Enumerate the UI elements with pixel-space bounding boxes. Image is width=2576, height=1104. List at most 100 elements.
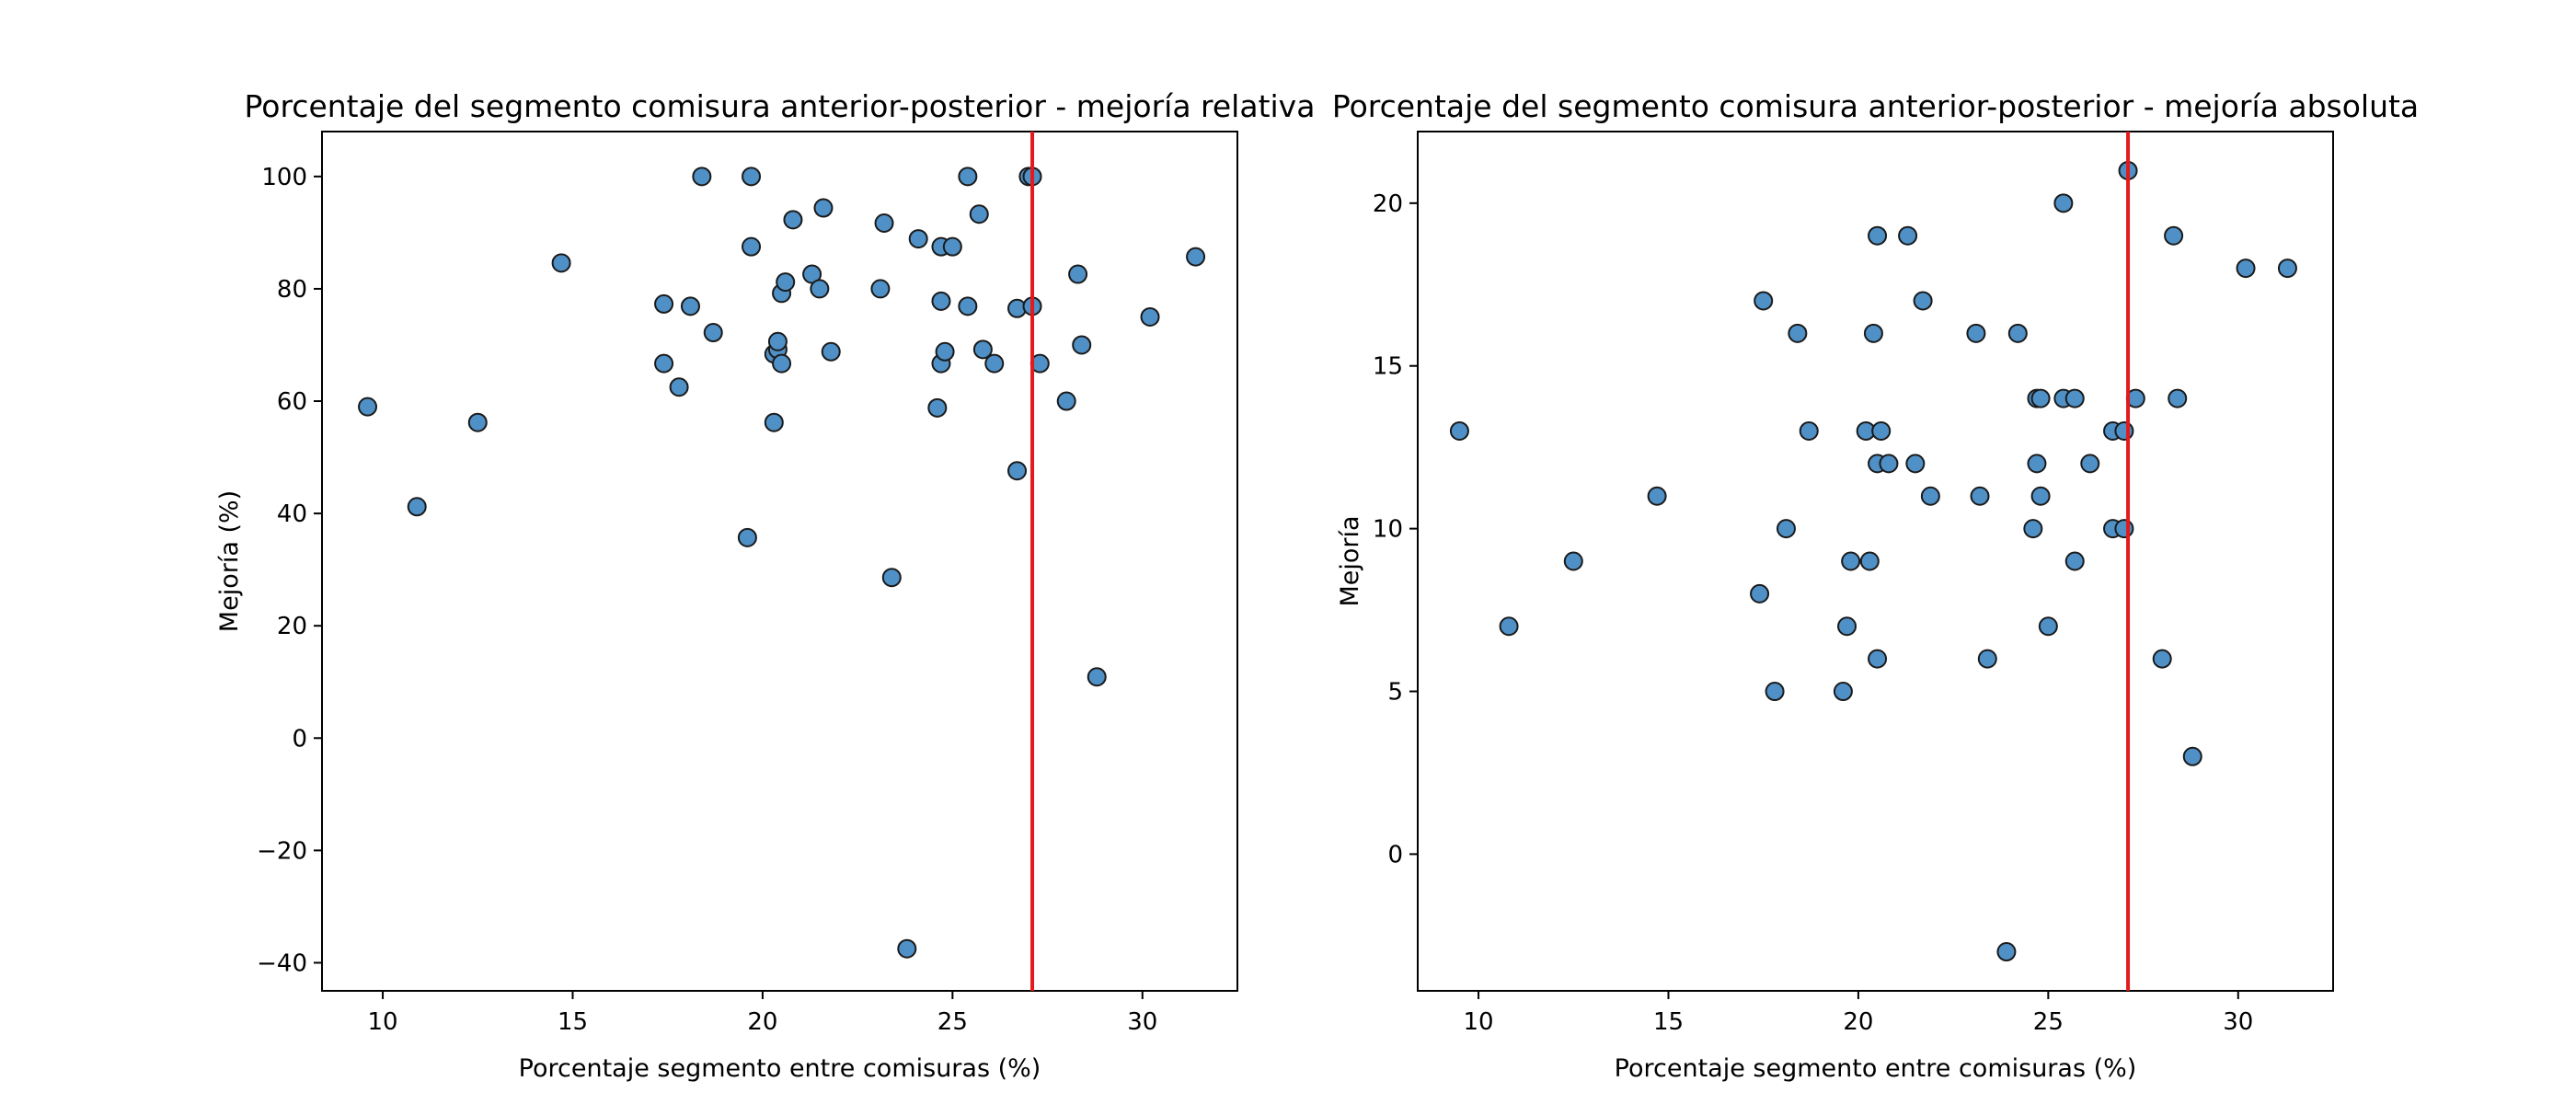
data-point	[1788, 323, 1808, 343]
data-point	[1072, 335, 1092, 355]
chart-panel-1: 10 15 20 25 30 −40 −20 0 20 40 60 80 100 Porcentaje d…	[215, 88, 1315, 1083]
data-point	[1879, 454, 1899, 474]
data-point	[2182, 746, 2202, 766]
chart-title: Porcentaje del segmento comisura anterio…	[1332, 88, 2419, 124]
data-point	[821, 341, 841, 362]
data-point	[2007, 323, 2028, 343]
data-point	[1140, 306, 1160, 327]
data-point	[2064, 551, 2085, 571]
data-point	[467, 412, 488, 432]
y-tick-label: 100	[261, 164, 307, 191]
data-point	[1499, 616, 1519, 637]
y-tick-label: 0	[1387, 841, 1403, 868]
data-point	[772, 353, 792, 374]
x-axis-label: Porcentaje segmento entre comisuras (%)	[519, 1054, 1041, 1083]
y-axis-label: Mejoría	[1336, 515, 1364, 606]
data-point	[1859, 551, 1880, 571]
data-point	[1068, 264, 1088, 284]
data-point	[813, 198, 834, 218]
data-point	[1966, 323, 1986, 343]
data-point	[1056, 391, 1076, 411]
data-point	[1868, 225, 1888, 246]
data-point	[874, 213, 894, 234]
data-point	[958, 296, 978, 316]
x-tick-label: 10	[1464, 1008, 1494, 1036]
data-point	[984, 353, 1005, 374]
data-point	[897, 938, 917, 959]
data-point	[1750, 583, 1770, 604]
y-tick-label: 60	[277, 388, 307, 416]
y-tick-label: 20	[277, 613, 307, 640]
y-tick-label: 40	[277, 500, 307, 528]
data-point	[654, 293, 674, 314]
data-point	[2064, 388, 2085, 408]
x-tick-label: 10	[368, 1008, 398, 1036]
data-point	[2023, 519, 2043, 539]
chart-panel-2: 10 15 20 25 30 0 5 10 15 20 Porcentaje del segment…	[1332, 88, 2419, 1083]
y-tick-label: 10	[1373, 516, 1403, 544]
data-point	[1913, 291, 1933, 311]
data-point	[870, 279, 891, 299]
x-axis-label: Porcentaje segmento entre comisuras (%)	[1615, 1054, 2137, 1083]
data-point	[1186, 247, 1206, 267]
x-tick-label: 25	[937, 1008, 968, 1036]
data-point	[2168, 388, 2188, 408]
data-point	[935, 341, 955, 362]
plot-area-frame	[321, 131, 1238, 992]
y-tick-label: −20	[257, 837, 307, 865]
data-point	[2164, 225, 2184, 246]
y-axis-label: Mejoría (%)	[215, 490, 244, 632]
x-tick-label: 20	[747, 1008, 777, 1036]
data-point	[703, 323, 723, 343]
data-point	[942, 236, 962, 257]
data-point	[1449, 420, 1469, 441]
data-point	[407, 497, 427, 517]
data-point	[1799, 420, 1819, 441]
x-tick-label: 20	[1843, 1008, 1873, 1036]
data-point	[2080, 454, 2100, 474]
y-tick-label: 15	[1373, 353, 1403, 381]
y-tick-label: 0	[292, 725, 307, 753]
data-point	[737, 527, 757, 547]
y-tick-label: 80	[277, 276, 307, 304]
data-point	[1833, 682, 1853, 702]
data-point	[1754, 291, 1774, 311]
chart-title: Porcentaje del segmento comisura anterio…	[245, 88, 1316, 124]
data-point	[1647, 486, 1667, 506]
data-point	[1776, 519, 1796, 539]
data-point	[927, 397, 948, 418]
data-point	[1977, 649, 1997, 669]
data-point	[908, 229, 928, 249]
data-point	[1863, 323, 1883, 343]
data-point	[1087, 667, 1107, 687]
x-tick-label: 15	[558, 1008, 588, 1036]
data-point	[767, 331, 788, 351]
data-point	[764, 412, 784, 432]
plot-area-frame	[1417, 131, 2334, 992]
data-point	[2277, 259, 2297, 279]
data-point	[972, 339, 993, 360]
data-point	[2236, 259, 2256, 279]
x-tick-label: 25	[2033, 1008, 2064, 1036]
x-tick-label: 30	[2223, 1008, 2253, 1036]
data-point	[1920, 486, 1940, 506]
data-point	[1905, 454, 1926, 474]
data-point	[358, 397, 378, 417]
data-point	[551, 253, 571, 273]
data-point	[1898, 225, 1918, 246]
data-point	[2027, 454, 2047, 474]
x-tick-label: 30	[1127, 1008, 1157, 1036]
data-point	[742, 167, 762, 187]
data-point	[881, 568, 902, 588]
x-tick-label: 15	[1653, 1008, 1684, 1036]
y-tick-label: −40	[257, 949, 307, 977]
data-point	[1837, 616, 1857, 637]
data-point	[692, 167, 712, 187]
data-point	[1970, 486, 1990, 506]
data-point	[1765, 682, 1785, 702]
data-point	[931, 291, 951, 311]
data-point	[969, 204, 989, 224]
data-point	[1841, 551, 1861, 571]
